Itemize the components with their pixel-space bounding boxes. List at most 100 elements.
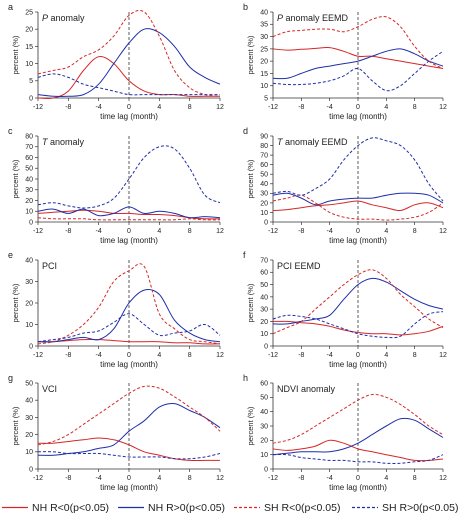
panel-title: VCI (42, 384, 57, 394)
x-tick-label: 0 (127, 104, 131, 111)
x-tick-label: 12 (439, 475, 447, 482)
y-tick-label: 50 (25, 166, 33, 173)
panel-title-variable: P (42, 13, 48, 23)
y-tick-label: 60 (260, 162, 268, 169)
x-tick-label: -8 (65, 475, 71, 482)
y-tick-label: 70 (260, 153, 268, 160)
y-tick-label: 40 (260, 409, 268, 416)
x-tick-label: -4 (327, 104, 333, 111)
panel-title-variable: P (277, 13, 283, 23)
x-tick-label: 12 (216, 475, 224, 482)
series-line-sh_pos (37, 145, 221, 209)
x-tick-label: -12 (33, 352, 43, 359)
x-axis-label: time lag (month) (329, 360, 387, 369)
series-line-sh_neg (272, 269, 444, 335)
panel-letter: b (243, 2, 248, 12)
y-tick-label: 20 (260, 319, 268, 326)
x-tick-label: 4 (157, 352, 161, 359)
y-tick-label: 30 (260, 191, 268, 198)
panel-title-text: anomaly EEMD (283, 13, 349, 23)
y-tick-label: 40 (260, 181, 268, 188)
series-line-sh_pos (272, 453, 444, 464)
y-tick-label: 10 (25, 209, 33, 216)
panel-title: PCI (42, 261, 57, 271)
series-line-sh_neg (272, 194, 444, 221)
series-line-nh_pos (37, 206, 221, 219)
legend-label-sh_pos: SH R>0(p<0.05) (382, 502, 458, 514)
legend-label-nh_pos: NH R>0(p<0.05) (148, 502, 225, 514)
y-tick-label: 40 (25, 257, 33, 264)
y-tick-label: 0 (29, 95, 33, 102)
y-tick-label: 70 (260, 257, 268, 264)
y-tick-label: 0 (29, 219, 33, 226)
x-tick-label: 0 (356, 352, 360, 359)
y-tick-label: 40 (260, 294, 268, 301)
y-tick-label: 10 (260, 210, 268, 217)
x-tick-label: 8 (413, 228, 417, 235)
legend: NH R<0(p<0.05) NH R>0(p<0.05) SH R<0(p<0.0… (2, 502, 458, 514)
x-tick-label: 12 (216, 352, 224, 359)
panel-f: 0 10 20 30 40 50 60 70 -12 -8 -4 0 4 8 12 time lag (mon… (243, 250, 447, 369)
y-tick-label: 70 (25, 144, 33, 151)
y-tick-label: 10 (25, 61, 33, 68)
x-tick-label: 12 (439, 228, 447, 235)
series-line-nh_neg (272, 320, 444, 336)
x-tick-label: -12 (33, 475, 43, 482)
y-tick-label: 25 (260, 46, 268, 53)
y-tick-label: 10 (260, 83, 268, 90)
legend-label-nh_neg: NH R<0(p<0.05) (32, 502, 109, 514)
y-tick-label: 20 (25, 27, 33, 34)
y-tick-label: 40 (25, 176, 33, 183)
x-axis-label: time lag (month) (100, 360, 158, 369)
y-tick-label: 60 (260, 380, 268, 387)
y-tick-label: 60 (260, 270, 268, 277)
x-tick-label: -8 (298, 228, 304, 235)
x-tick-label: 0 (127, 228, 131, 235)
y-tick-label: 30 (25, 415, 33, 422)
y-tick-label: 0 (264, 219, 268, 226)
y-tick-label: 10 (260, 452, 268, 459)
y-tick-label: 20 (25, 300, 33, 307)
y-tick-label: 15 (25, 44, 33, 51)
y-axis-label: percent (%) (11, 159, 20, 198)
x-tick-label: 8 (188, 104, 192, 111)
series-line-sh_pos (272, 311, 444, 339)
series-line-sh_neg (37, 263, 221, 345)
y-tick-label: 40 (260, 9, 268, 16)
x-tick-label: 4 (384, 104, 388, 111)
series-line-nh_pos (37, 288, 221, 343)
series-line-nh_neg (37, 338, 221, 345)
panel-title-text: anomaly (48, 137, 85, 147)
panel-title-text: anomaly (48, 13, 85, 23)
y-tick-label: 30 (25, 187, 33, 194)
panel-letter: g (8, 373, 13, 383)
y-tick-label: 20 (25, 432, 33, 439)
x-tick-label: 8 (188, 475, 192, 482)
series-line-nh_neg (272, 200, 444, 212)
panel-letter: e (8, 250, 13, 260)
y-tick-label: 35 (260, 22, 268, 29)
y-tick-label: 20 (260, 59, 268, 66)
series-line-nh_pos (272, 417, 444, 456)
x-axis-label: time lag (month) (100, 483, 158, 492)
x-tick-label: 8 (188, 228, 192, 235)
series-line-nh_pos (37, 28, 221, 98)
x-tick-label: -4 (96, 352, 102, 359)
x-tick-label: 0 (127, 475, 131, 482)
panel-b: 5 10 15 20 25 30 35 40 -12 -8 -4 0 4 8 12 time lag (mon… (243, 2, 447, 121)
y-tick-label: 30 (25, 279, 33, 286)
x-tick-label: 4 (157, 104, 161, 111)
x-tick-label: 8 (413, 352, 417, 359)
x-axis-label: time lag (month) (329, 483, 387, 492)
series-line-sh_pos (37, 73, 220, 96)
y-axis-label: percent (%) (11, 35, 20, 74)
series-line-nh_pos (272, 48, 444, 80)
panel-title: P anomaly EEMD (277, 13, 349, 23)
y-tick-label: 30 (260, 34, 268, 41)
x-tick-label: 8 (188, 352, 192, 359)
x-tick-label: 12 (216, 228, 224, 235)
y-tick-label: 0 (264, 343, 268, 350)
y-tick-label: 0 (29, 466, 33, 473)
y-tick-label: 90 (260, 133, 268, 140)
